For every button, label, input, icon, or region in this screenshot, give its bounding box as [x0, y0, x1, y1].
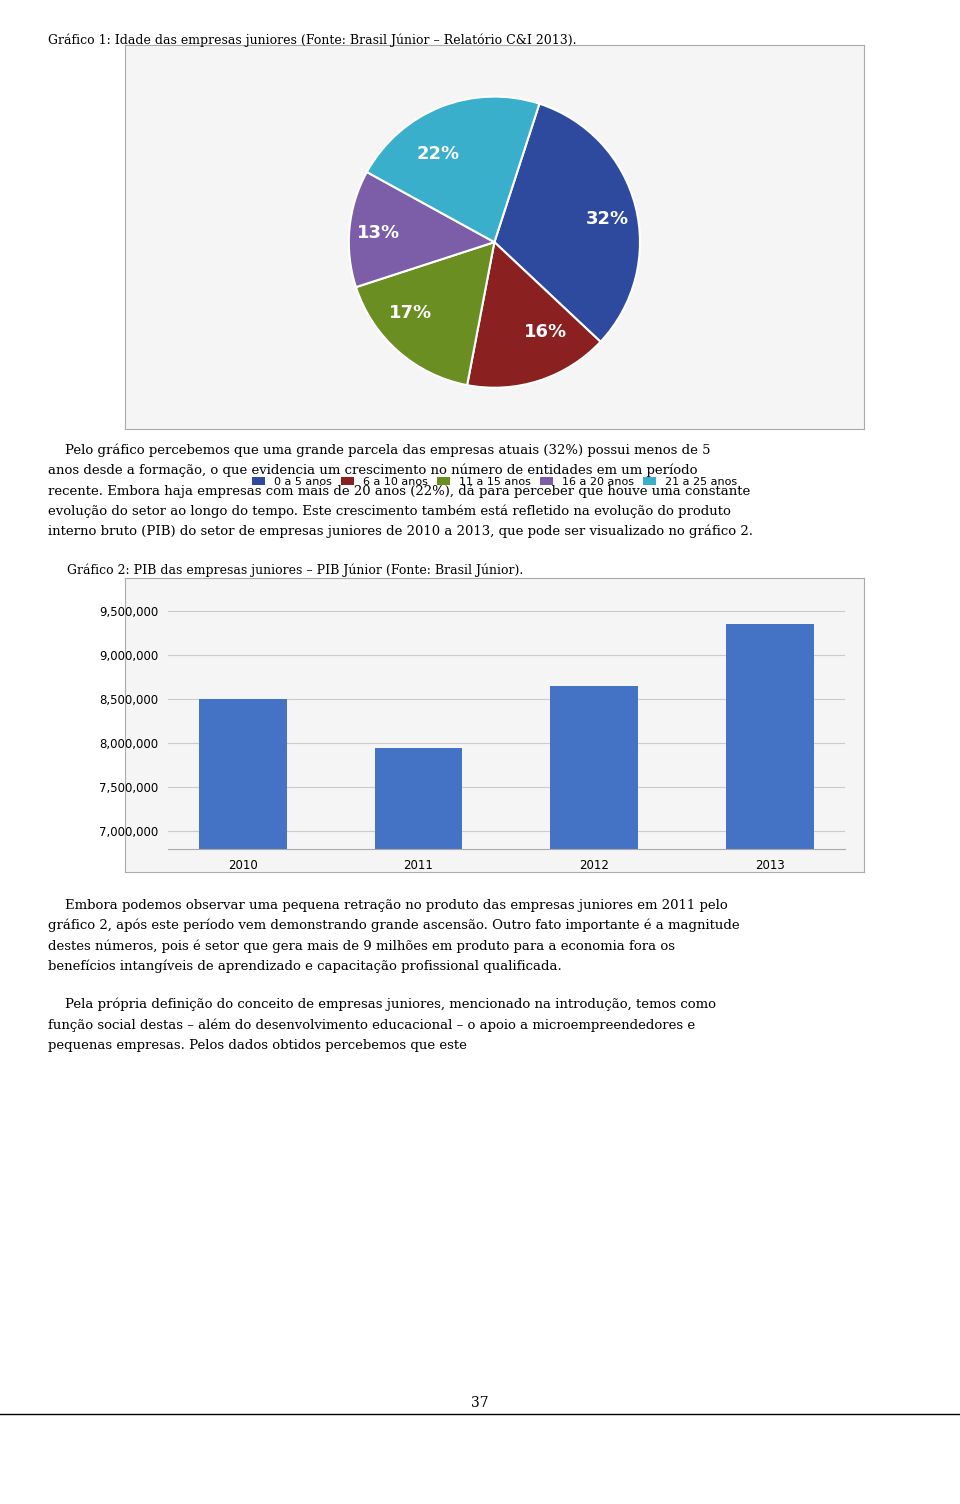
- Text: Gráfico 2: PIB das empresas juniores – PIB Júnior (Fonte: Brasil Júnior).: Gráfico 2: PIB das empresas juniores – P…: [67, 564, 523, 576]
- Wedge shape: [348, 171, 494, 287]
- Text: 22%: 22%: [417, 146, 460, 162]
- Text: 32%: 32%: [586, 209, 629, 227]
- Text: evolução do setor ao longo do tempo. Este crescimento também está refletido na e: evolução do setor ao longo do tempo. Est…: [48, 505, 731, 517]
- Text: interno bruto (PIB) do setor de empresas juniores de 2010 a 2013, que pode ser v: interno bruto (PIB) do setor de empresas…: [48, 525, 753, 538]
- Text: gráfico 2, após este período vem demonstrando grande ascensão. Outro fato import: gráfico 2, após este período vem demonst…: [48, 919, 739, 932]
- Text: destes números, pois é setor que gera mais de 9 milhões em produto para a econom: destes números, pois é setor que gera ma…: [48, 938, 675, 952]
- Wedge shape: [367, 96, 540, 242]
- Wedge shape: [494, 104, 640, 341]
- Text: 17%: 17%: [389, 304, 432, 322]
- Legend: 0 a 5 anos, 6 a 10 anos, 11 a 15 anos, 16 a 20 anos, 21 a 25 anos: 0 a 5 anos, 6 a 10 anos, 11 a 15 anos, 1…: [248, 472, 741, 492]
- Bar: [199, 699, 287, 1448]
- Bar: [726, 624, 814, 1448]
- Text: Rev. Eletr. Mach. Sobr., Juiz de Fora, v. 10, n. 01, p. 34-42, jan./jul. 2015: Rev. Eletr. Mach. Sobr., Juiz de Fora, v…: [158, 1450, 802, 1468]
- Text: Embora podemos observar uma pequena retração no produto das empresas juniores em: Embora podemos observar uma pequena retr…: [48, 899, 728, 911]
- Text: benefícios intangíveis de aprendizado e capacitação profissional qualificada.: benefícios intangíveis de aprendizado e …: [48, 960, 562, 973]
- Text: Pela própria definição do conceito de empresas juniores, mencionado na introduçã: Pela própria definição do conceito de em…: [48, 999, 716, 1011]
- Bar: [550, 686, 638, 1448]
- Text: função social destas – além do desenvolvimento educacional – o apoio a microempr: função social destas – além do desenvolv…: [48, 1018, 695, 1032]
- Bar: [374, 747, 463, 1448]
- Wedge shape: [468, 242, 601, 388]
- Text: 13%: 13%: [357, 224, 400, 242]
- Text: recente. Embora haja empresas com mais de 20 anos (22%), dá para perceber que ho: recente. Embora haja empresas com mais d…: [48, 484, 751, 498]
- Text: 16%: 16%: [523, 323, 566, 341]
- Wedge shape: [356, 242, 494, 385]
- Text: anos desde a formação, o que evidencia um crescimento no número de entidades em : anos desde a formação, o que evidencia u…: [48, 463, 698, 477]
- Text: Pelo gráfico percebemos que uma grande parcela das empresas atuais (32%) possui : Pelo gráfico percebemos que uma grande p…: [48, 444, 710, 457]
- Text: Gráfico 1: Idade das empresas juniores (Fonte: Brasil Júnior – Relatório C&I 201: Gráfico 1: Idade das empresas juniores (…: [48, 33, 577, 47]
- Text: 37: 37: [471, 1396, 489, 1409]
- Text: pequenas empresas. Pelos dados obtidos percebemos que este: pequenas empresas. Pelos dados obtidos p…: [48, 1039, 467, 1051]
